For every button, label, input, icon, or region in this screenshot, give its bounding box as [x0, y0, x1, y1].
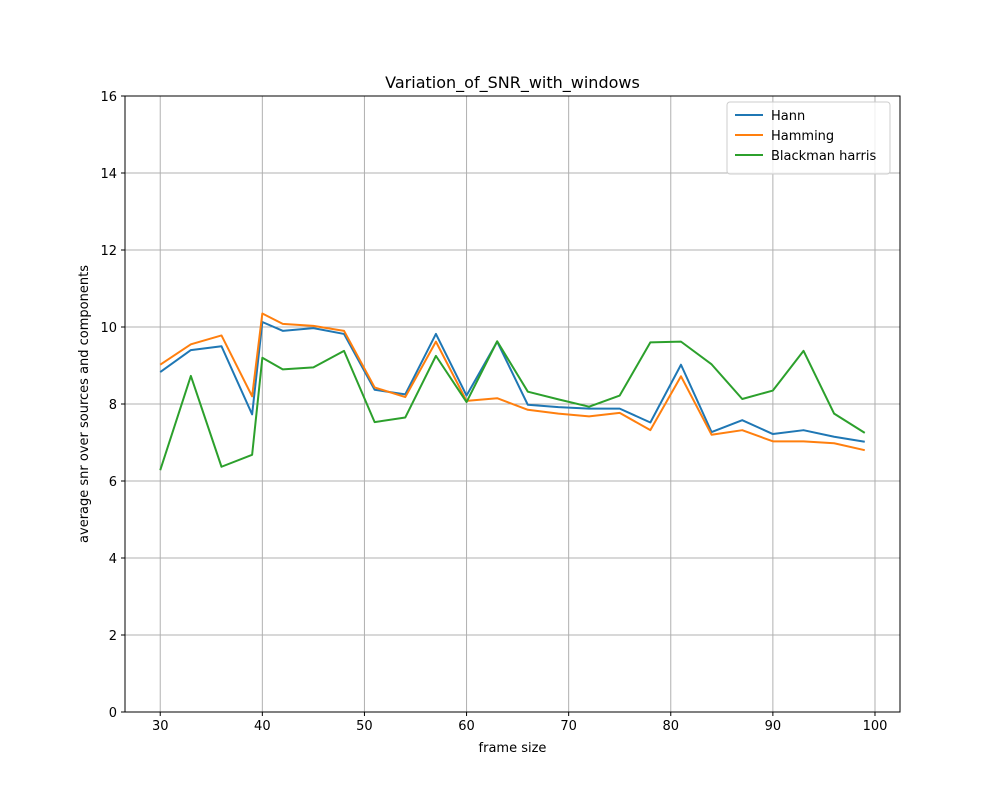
x-tick-label: 30 [152, 719, 169, 734]
series-lines [159, 312, 866, 471]
y-tick-label: 14 [100, 167, 117, 182]
y-tick-label: 0 [109, 706, 117, 721]
x-axis-label: frame size [479, 741, 547, 756]
x-tick-label: 60 [458, 719, 475, 734]
series-line-hamming [159, 312, 865, 452]
legend-label: Hann [771, 109, 805, 124]
legend-label: Hamming [771, 129, 834, 144]
x-tick-label: 70 [560, 719, 577, 734]
y-tick-label: 2 [109, 629, 117, 644]
x-tick-label: 40 [254, 719, 271, 734]
chart-title: Variation_of_SNR_with_windows [385, 73, 640, 93]
legend: Hann Hamming Blackman harris [726, 101, 891, 175]
y-axis-label: average snr over sources and components [77, 265, 92, 543]
series-line-blackman-harris [159, 340, 866, 471]
legend-box [726, 101, 891, 175]
y-tick-label: 4 [109, 552, 117, 567]
y-tick-label: 16 [100, 90, 117, 105]
x-tick-label: 100 [863, 719, 888, 734]
legend-label: Blackman harris [771, 149, 876, 164]
y-tick-label: 10 [100, 321, 117, 336]
x-tick-label: 50 [356, 719, 373, 734]
y-tick-label: 8 [109, 398, 117, 413]
x-tick-label: 90 [765, 719, 782, 734]
y-tick-label: 6 [109, 475, 117, 490]
axis-ticks: 30 40 50 60 70 80 90 100 0 2 4 6 8 10 12 14 16 [100, 90, 887, 734]
x-tick-label: 80 [662, 719, 679, 734]
y-tick-label: 12 [100, 244, 117, 259]
